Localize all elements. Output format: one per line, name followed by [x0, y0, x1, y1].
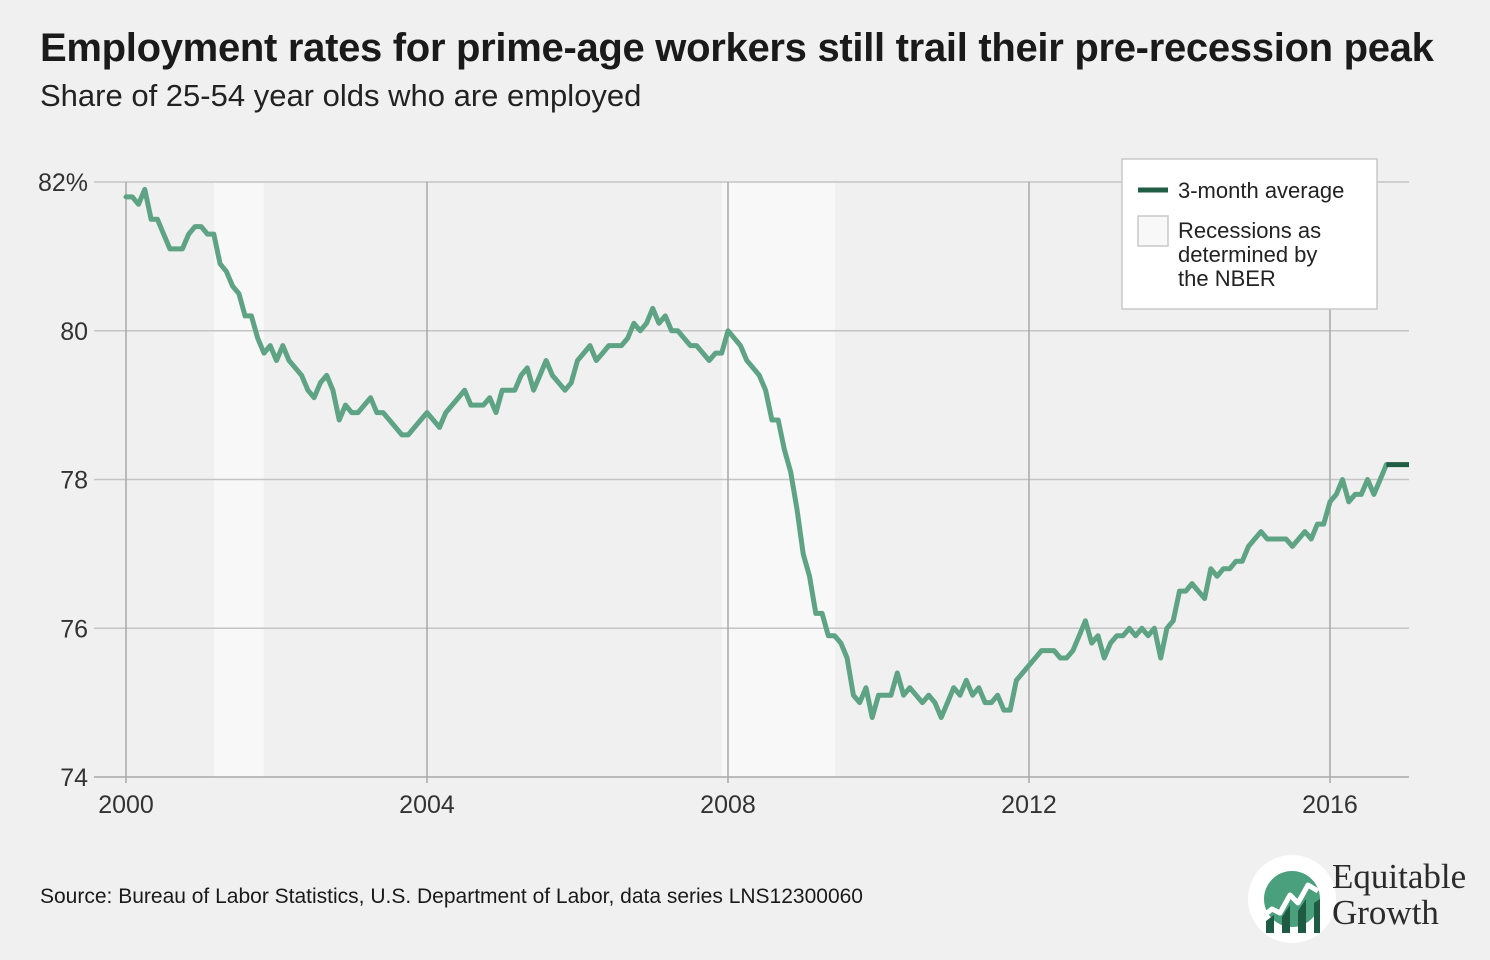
x-tick-label: 2008 — [700, 791, 756, 819]
logo-wordmark: Equitable Growth — [1332, 859, 1466, 931]
y-tick-label: 78 — [60, 467, 88, 495]
legend-recession-label: Recessions as determined by the NBER — [1178, 218, 1321, 291]
x-tick-label: 2004 — [399, 791, 455, 819]
equitable-growth-logo: Equitable Growth — [1248, 855, 1484, 943]
x-tick-label: 2000 — [98, 791, 154, 819]
logo-line-1: Equitable — [1332, 857, 1467, 896]
series-lines — [123, 186, 1409, 720]
y-tick-label: 82% — [38, 169, 88, 197]
chart-subtitle: Share of 25-54 year olds who are employe… — [40, 78, 642, 113]
legend-average-label: 3-month average — [1178, 178, 1344, 203]
x-tick-label: 2016 — [1302, 791, 1358, 819]
legend-recession-swatch — [1137, 215, 1169, 247]
logo-mark-icon — [1260, 871, 1320, 933]
legend: 3-month average Recessions as determined b… — [1121, 158, 1378, 310]
y-tick-label: 76 — [60, 615, 88, 643]
chart-title: Employment rates for prime-age workers s… — [40, 26, 1434, 70]
y-tick-label: 74 — [60, 764, 88, 792]
x-tick-label: 2012 — [1001, 791, 1057, 819]
y-tick-label: 80 — [60, 318, 88, 346]
employment-rate-line — [123, 186, 1389, 720]
axes: 82% 80 78 76 74 2000 2004 2008 2012 2016 — [38, 169, 1358, 819]
logo-line-2: Growth — [1332, 893, 1439, 932]
source-note: Source: Bureau of Labor Statistics, U.S.… — [40, 885, 863, 908]
